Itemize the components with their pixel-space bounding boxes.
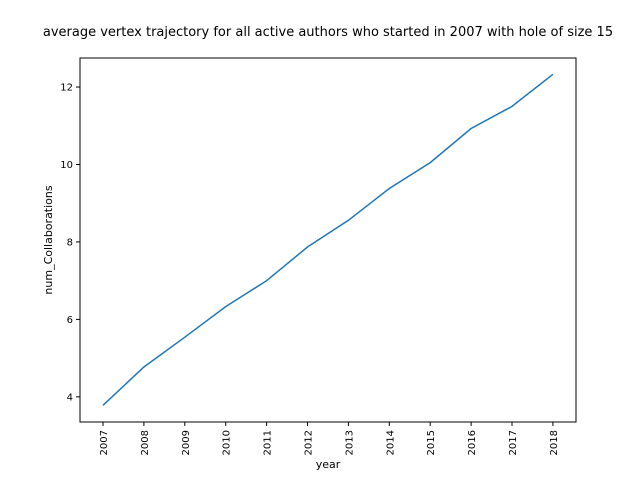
y-tick-label: 8 bbox=[67, 237, 73, 248]
y-axis-label: num_Collaborations bbox=[42, 185, 55, 294]
x-tick-label: 2018 bbox=[549, 430, 560, 455]
x-tick-label: 2012 bbox=[304, 430, 315, 455]
x-tick-label: 2010 bbox=[222, 430, 233, 455]
x-tick-label: 2016 bbox=[467, 430, 478, 455]
x-tick-label: 2014 bbox=[385, 430, 396, 455]
y-tick-label: 10 bbox=[60, 160, 73, 171]
series-layer bbox=[102, 73, 554, 406]
x-tick-label: 2013 bbox=[344, 430, 355, 455]
series-line bbox=[102, 73, 554, 406]
y-tick-label: 6 bbox=[67, 315, 73, 326]
x-tick-label: 2009 bbox=[181, 430, 192, 455]
x-tick-label: 2007 bbox=[99, 430, 110, 455]
x-tick-label: 2017 bbox=[508, 430, 519, 455]
y-tick-label: 12 bbox=[60, 83, 73, 94]
x-tick-label: 2015 bbox=[426, 430, 437, 455]
chart-title: average vertex trajectory for all active… bbox=[43, 25, 613, 40]
plot-area-frame bbox=[79, 57, 577, 423]
x-tick-label: 2011 bbox=[263, 430, 274, 455]
x-tick-label: 2008 bbox=[140, 430, 151, 455]
x-axis: 2007 2008 2009 2010 2011 2012 2013 2014 2015 2016… bbox=[99, 422, 560, 455]
y-axis: 4 6 8 10 12 bbox=[60, 83, 80, 403]
x-axis-label: year bbox=[316, 458, 341, 471]
y-tick-label: 4 bbox=[67, 392, 73, 403]
